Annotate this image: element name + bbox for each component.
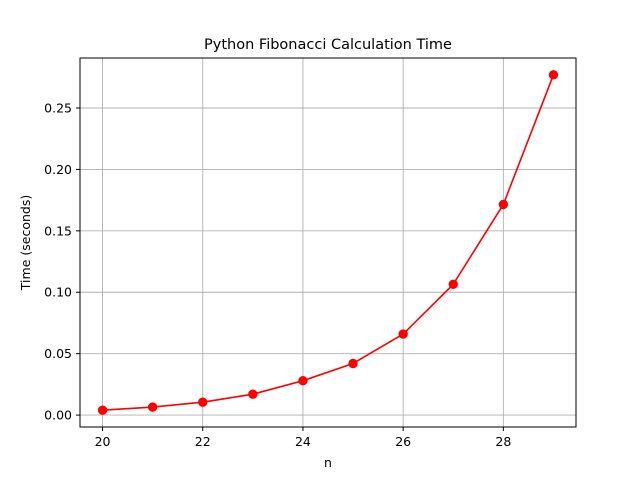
- y-tick-label: 0.15: [44, 223, 72, 238]
- x-axis-label: n: [324, 455, 332, 470]
- y-tick-label: 0.10: [44, 285, 72, 300]
- data-point: [97, 405, 108, 415]
- data-point: [248, 389, 258, 399]
- series-layer: [97, 70, 559, 415]
- y-tick-label: 0.05: [44, 346, 72, 361]
- data-point: [198, 397, 208, 407]
- y-axis-ticks: 0.00 0.05 0.10 0.15 0.20 0.25: [44, 100, 80, 423]
- x-tick-label: 22: [195, 434, 211, 449]
- data-point: [398, 329, 408, 339]
- data-point: [548, 70, 559, 80]
- x-axis-ticks: 20 22 24 26 28: [95, 427, 511, 449]
- y-tick-label: 0.25: [44, 100, 72, 115]
- x-tick-label: 24: [295, 434, 311, 449]
- series-line: [102, 74, 555, 411]
- plot-frame: [79, 57, 577, 428]
- data-point: [498, 199, 509, 210]
- data-point: [298, 375, 308, 386]
- data-point: [348, 358, 358, 369]
- data-point: [147, 402, 158, 412]
- data-point: [448, 279, 458, 289]
- y-axis-label: Time (seconds): [18, 195, 33, 291]
- chart-title: Python Fibonacci Calculation Time: [204, 37, 452, 53]
- x-tick-label: 20: [95, 434, 111, 449]
- x-tick-label: 26: [395, 434, 411, 449]
- y-tick-label: 0.20: [44, 162, 72, 177]
- x-tick-label: 28: [495, 434, 511, 449]
- y-tick-label: 0.00: [44, 408, 72, 423]
- grid-lines: [80, 58, 576, 427]
